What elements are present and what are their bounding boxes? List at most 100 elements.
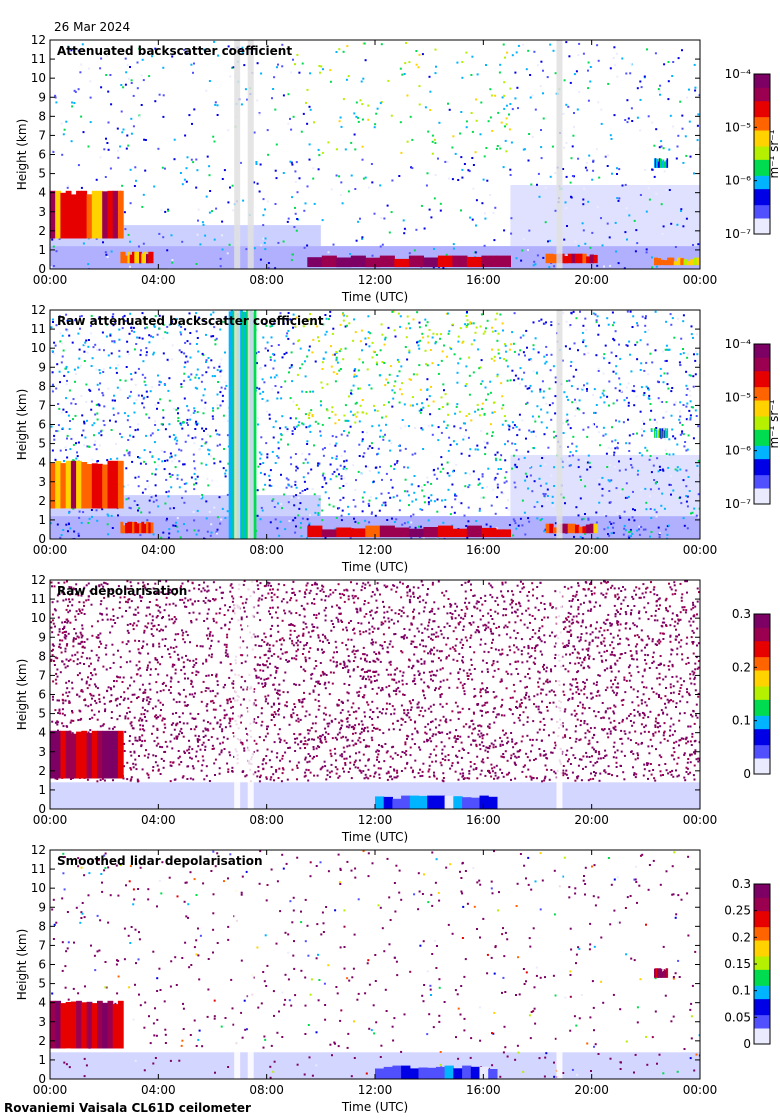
cloud-feature xyxy=(656,158,659,168)
clear-column xyxy=(234,850,241,1079)
cloud-feature xyxy=(136,251,140,264)
panel-title: Attenuated backscatter coefficient xyxy=(57,44,292,58)
cloud-feature xyxy=(578,526,583,534)
cloud-feature xyxy=(553,254,558,264)
cloud-feature xyxy=(132,251,135,264)
cloud-feature xyxy=(141,521,145,534)
cloud-feature xyxy=(60,192,67,239)
cloud-feature xyxy=(112,730,119,779)
clear-column xyxy=(234,310,241,539)
cloud-feature xyxy=(656,429,659,438)
cloud-feature xyxy=(663,260,668,266)
colorbar-tick-label: 10⁻⁶ xyxy=(725,444,752,458)
y-tick-label: 4 xyxy=(38,456,46,470)
colorbar: 0 0.05 0.1 0.15 0.2 0.25 0.3 xyxy=(724,877,771,1051)
y-tick-label: 10 xyxy=(31,71,46,85)
cloud-feature xyxy=(452,528,468,538)
x-tick-label: 20:00 xyxy=(574,543,609,557)
cloud-feature xyxy=(336,527,352,538)
cloud-feature xyxy=(117,460,124,509)
cloud-feature xyxy=(690,259,694,266)
cloud-feature xyxy=(437,525,453,538)
cloud-feature xyxy=(127,251,131,264)
boundary-layer xyxy=(50,246,700,269)
x-tick-label: 04:00 xyxy=(141,1083,176,1097)
cloud-feature xyxy=(481,527,497,538)
panel-title: Raw depolarisation xyxy=(57,584,187,598)
cloud-feature xyxy=(408,255,424,267)
cloud-feature xyxy=(661,428,664,438)
y-tick-label: 6 xyxy=(38,148,46,162)
cloud-feature xyxy=(112,460,119,509)
cloud-feature xyxy=(134,521,138,534)
cloud-feature xyxy=(664,161,667,168)
cloud-feature xyxy=(578,253,583,264)
cloud-feature xyxy=(660,428,663,438)
cloud-feature xyxy=(677,257,681,266)
colorbar-tick-label: 0 xyxy=(743,1037,751,1051)
cloud-feature xyxy=(657,968,660,978)
cloud-feature xyxy=(307,257,323,267)
x-tick-label: 12:00 xyxy=(358,813,393,827)
cloud-feature xyxy=(122,251,126,264)
clear-column xyxy=(247,580,254,809)
cloud-feature xyxy=(575,253,580,264)
colorbar-tick-label: 10⁻⁴ xyxy=(725,337,752,351)
colorbar: 10⁻⁷ 10⁻⁶ 10⁻⁵ 10⁻⁴ m⁻¹ sr⁻¹ xyxy=(725,67,780,241)
y-tick-label: 1 xyxy=(38,243,46,257)
cloud-feature xyxy=(666,968,669,978)
x-tick-label: 08:00 xyxy=(249,543,284,557)
cloud-feature xyxy=(102,730,108,779)
plot-area xyxy=(50,850,700,1079)
x-axis-title: Time (UTC) xyxy=(341,560,408,574)
y-tick-label: 2 xyxy=(38,224,46,238)
cloud-feature xyxy=(81,730,88,779)
colorbar-tick-label: 0.1 xyxy=(732,984,751,998)
cloud-feature xyxy=(495,255,511,267)
x-tick-label: 16:00 xyxy=(466,1083,501,1097)
y-tick-label: 1 xyxy=(38,783,46,797)
cloud-feature xyxy=(70,194,77,239)
clear-column xyxy=(247,40,254,269)
cloud-feature xyxy=(654,431,657,438)
cloud-feature xyxy=(664,970,667,978)
cloud-feature xyxy=(571,523,576,534)
cloud-feature xyxy=(435,795,446,809)
footer-label: Rovaniemi Vaisala CL61D ceilometer xyxy=(4,1101,251,1115)
y-tick-label: 7 xyxy=(38,128,46,142)
cloud-feature xyxy=(444,795,454,809)
cloud-feature xyxy=(321,255,337,267)
colorbar-frame xyxy=(753,343,771,505)
cloud-feature xyxy=(117,1000,124,1049)
cloud-feature xyxy=(589,523,594,534)
y-tick-label: 2 xyxy=(38,494,46,508)
cloud-feature xyxy=(102,464,108,509)
colorbar-tick-label: 10⁻⁵ xyxy=(725,120,752,134)
cloud-feature xyxy=(375,1068,385,1079)
cloud-feature xyxy=(55,1000,61,1049)
cloud-feature xyxy=(667,257,671,266)
y-tick-label: 11 xyxy=(31,322,46,336)
x-tick-label: 08:00 xyxy=(249,813,284,827)
cloud-feature xyxy=(50,730,56,779)
cloud-feature xyxy=(409,1068,420,1079)
y-axis-title: Height (km) xyxy=(15,659,29,730)
y-tick-label: 12 xyxy=(31,843,46,857)
cloud-feature xyxy=(148,522,152,534)
cloud-feature xyxy=(232,311,236,539)
cloud-feature xyxy=(657,258,662,266)
y-tick-label: 6 xyxy=(38,418,46,432)
cloud-feature xyxy=(107,730,114,779)
colorbar-frame xyxy=(753,613,771,775)
cloud-feature xyxy=(549,253,554,264)
cloud-feature xyxy=(593,523,598,534)
x-tick-label: 04:00 xyxy=(141,813,176,827)
aerosol-layer xyxy=(510,185,700,247)
x-tick-label: 20:00 xyxy=(574,273,609,287)
y-tick-label: 12 xyxy=(31,33,46,47)
clear-column xyxy=(556,580,563,809)
y-tick-label: 4 xyxy=(38,996,46,1010)
